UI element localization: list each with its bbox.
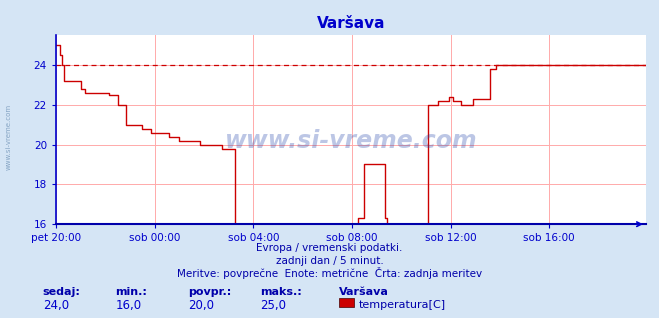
Text: sedaj:: sedaj: [43, 287, 80, 297]
Text: Meritve: povprečne  Enote: metrične  Črta: zadnja meritev: Meritve: povprečne Enote: metrične Črta:… [177, 266, 482, 279]
Text: 25,0: 25,0 [260, 299, 286, 312]
Text: Varšava: Varšava [339, 287, 389, 297]
Text: povpr.:: povpr.: [188, 287, 231, 297]
Text: 24,0: 24,0 [43, 299, 69, 312]
Text: 20,0: 20,0 [188, 299, 214, 312]
Text: temperatura[C]: temperatura[C] [359, 300, 446, 310]
Text: www.si-vreme.com: www.si-vreme.com [5, 104, 12, 170]
Text: www.si-vreme.com: www.si-vreme.com [225, 129, 477, 153]
Text: maks.:: maks.: [260, 287, 302, 297]
Text: zadnji dan / 5 minut.: zadnji dan / 5 minut. [275, 256, 384, 266]
Text: Evropa / vremenski podatki.: Evropa / vremenski podatki. [256, 243, 403, 253]
Text: 16,0: 16,0 [115, 299, 142, 312]
Text: min.:: min.: [115, 287, 147, 297]
Title: Varšava: Varšava [317, 16, 385, 31]
